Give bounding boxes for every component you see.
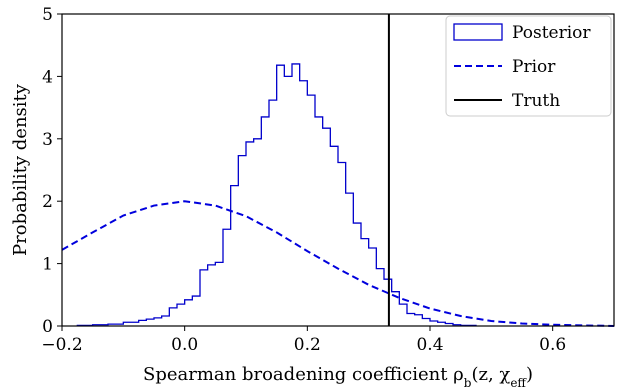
legend-label-truth: Truth — [512, 91, 560, 111]
plot-frame — [61, 13, 615, 327]
x-tick-label: 0.6 — [539, 335, 566, 355]
legend-frame — [445, 15, 612, 117]
plot-area — [61, 14, 615, 327]
x-axis-label-main: Spearman broadening coefficient ρ — [143, 364, 464, 385]
legend-label-posterior: Posterior — [512, 23, 591, 43]
legend-swatch-posterior — [453, 23, 503, 41]
legend-label-prior: Prior — [512, 57, 556, 77]
x-tick-label: 0.4 — [416, 335, 443, 355]
y-tick-label: 4 — [42, 67, 53, 87]
x-axis-label-close: ) — [526, 364, 533, 385]
y-tick-label: 1 — [42, 255, 53, 275]
x-tick-label: −0.2 — [41, 335, 82, 355]
prior-curve — [61, 200, 615, 327]
y-tick-label: 5 — [42, 5, 53, 25]
y-tick-label: 0 — [42, 317, 53, 337]
axis-ticks: −0.2 0.0 0.2 0.4 0.6 0 1 2 3 4 5 — [41, 5, 566, 355]
x-axis-label-args: (z, χ — [471, 364, 510, 385]
y-tick-label: 2 — [42, 192, 53, 212]
x-tick-label: 0.2 — [294, 335, 321, 355]
y-tick-label: 3 — [42, 130, 53, 150]
posterior-histogram — [76, 63, 477, 327]
x-axis-label-sub: b — [464, 376, 472, 389]
x-tick-label: 0.0 — [171, 335, 198, 355]
x-axis-label: Spearman broadening coefficient ρb(z, χe… — [143, 364, 533, 389]
legend: Posterior Prior Truth — [445, 15, 612, 117]
x-axis-label-args-sub: eff — [510, 376, 527, 389]
y-axis-label: Probability density — [10, 83, 31, 256]
